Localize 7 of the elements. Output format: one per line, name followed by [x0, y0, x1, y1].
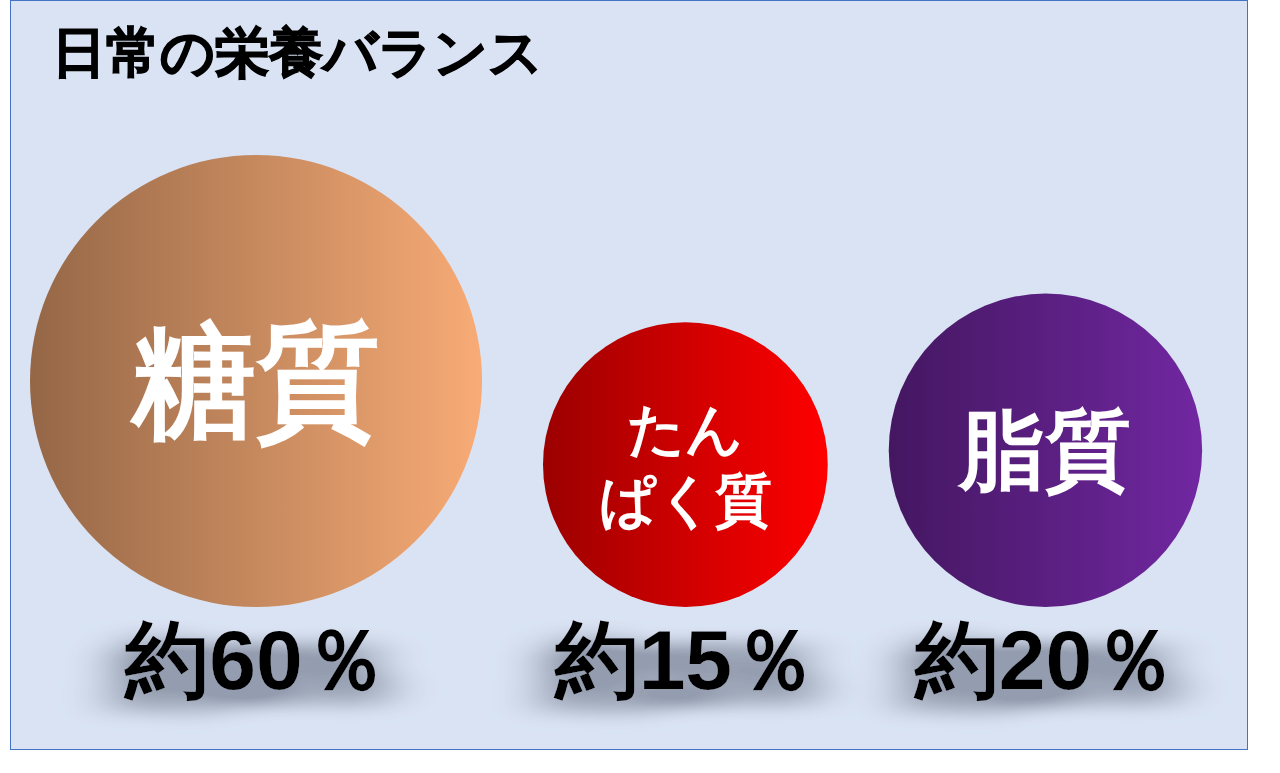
category-label: 糖質 — [129, 309, 380, 453]
category-label: たんぱく質 — [598, 396, 772, 534]
text: 日常の栄養バランス — [52, 20, 543, 84]
data-label: 約60％ — [123, 613, 387, 707]
data-label: 約20％ — [912, 613, 1177, 707]
category-label: 脂質 — [957, 400, 1132, 501]
data-label: 約15％ — [552, 613, 817, 707]
